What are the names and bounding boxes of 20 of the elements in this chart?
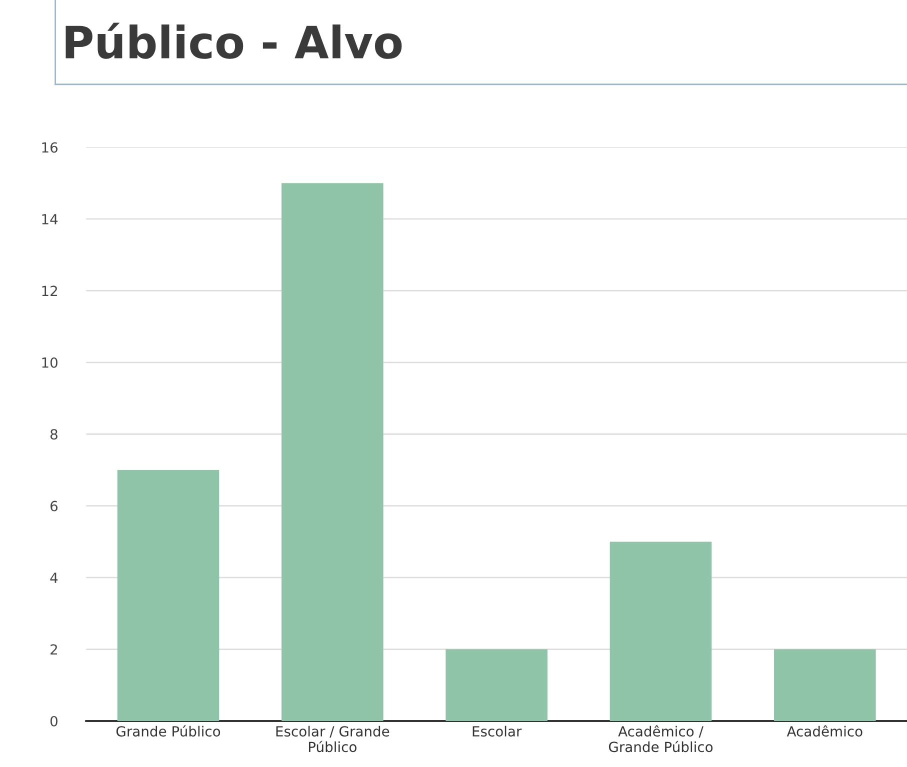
bar bbox=[774, 649, 876, 721]
y-tick-label: 2 bbox=[50, 644, 57, 655]
bar bbox=[282, 183, 384, 721]
y-tick-label: 14 bbox=[42, 214, 58, 224]
y-tick-label: 16 bbox=[42, 142, 58, 153]
bar bbox=[610, 542, 712, 721]
bar bbox=[117, 470, 220, 721]
chart-title: Público - Alvo bbox=[66, 22, 402, 59]
x-tick-label: Grande Público bbox=[116, 725, 220, 737]
y-tick-label: 6 bbox=[50, 500, 58, 512]
x-tick-label: Escolar / Grande Público bbox=[276, 726, 390, 752]
y-tick-label: 10 bbox=[42, 357, 58, 368]
x-tick-label: Acadêmico bbox=[786, 725, 862, 737]
y-tick-label: 0 bbox=[50, 716, 58, 726]
y-tick-label: 12 bbox=[42, 286, 57, 296]
bar bbox=[446, 649, 548, 721]
y-tick-label: 8 bbox=[50, 429, 58, 440]
y-tick-label: 4 bbox=[50, 572, 58, 583]
x-tick-label: Acadêmico / Grande Público bbox=[608, 725, 713, 752]
x-tick-label: Escolar bbox=[472, 726, 522, 737]
